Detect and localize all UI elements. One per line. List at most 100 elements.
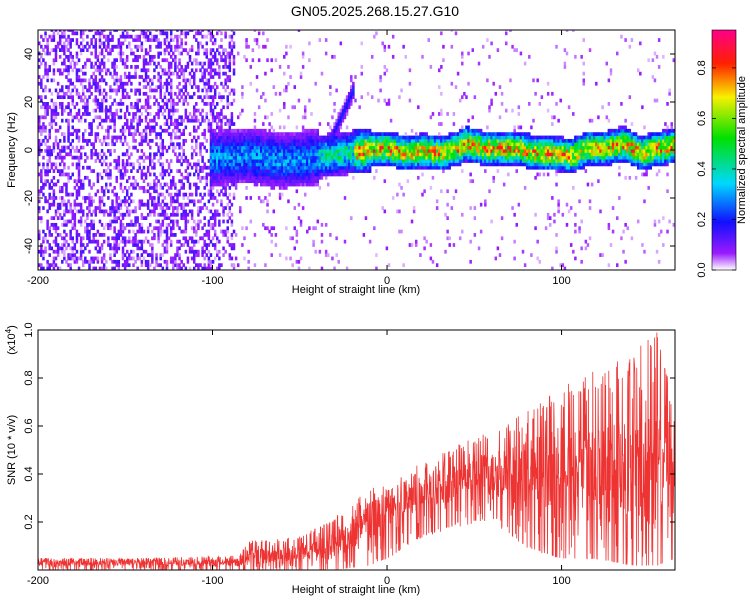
spectrogram-cell (301, 172, 305, 177)
spectrogram-cell (169, 105, 173, 110)
spectrogram-cell (186, 91, 190, 96)
spectrogram-cell (329, 149, 332, 153)
spectrogram-cell (368, 135, 372, 140)
spectrogram-cell (188, 132, 192, 136)
spectrogram-cell (109, 175, 112, 180)
spectrogram-cell (345, 165, 349, 170)
spectrogram-cell (343, 98, 347, 103)
spectrogram-cell (119, 135, 123, 140)
spectrogram-cell (42, 88, 45, 93)
spectrogram-cell (144, 263, 148, 268)
spectrogram-cell (107, 189, 110, 194)
spectrogram-cell (140, 105, 144, 110)
spectrogram-cell (471, 48, 475, 52)
spectrogram-cell (268, 192, 271, 197)
spectrogram-cell (239, 155, 242, 160)
spectrogram-cell (178, 88, 181, 93)
spectrogram-cell (188, 118, 192, 123)
spectrogram-cell (163, 108, 167, 113)
spectrogram-cell (236, 172, 240, 177)
spectrogram-cell (264, 138, 267, 143)
spectrogram-cell (452, 135, 456, 140)
spectrogram-cell (40, 243, 43, 247)
spectrogram-cell (40, 34, 43, 39)
spectrogram-cell (134, 206, 137, 210)
spectrogram-cell (157, 226, 160, 231)
spectrogram-cell (113, 259, 116, 264)
spectrogram-cell (278, 182, 282, 187)
spectrogram-cell (419, 132, 422, 136)
spectrogram-cell (98, 219, 102, 224)
spectrogram-cell (52, 149, 56, 153)
spectrogram-cell (172, 38, 175, 42)
spectrogram-cell (303, 162, 307, 167)
spectrogram-cell (341, 118, 345, 123)
spectrogram-cell (343, 115, 347, 120)
spectrogram-cell (209, 61, 213, 66)
spectrogram-cell (207, 81, 211, 86)
spectrogram-cell (115, 263, 118, 268)
spectrogram-cell (479, 159, 483, 163)
spectrogram-cell (105, 169, 108, 173)
spectrogram-cell (385, 102, 389, 106)
spectrogram-cell (264, 175, 267, 180)
spectrogram-cell (454, 138, 458, 143)
spectrogram-cell (50, 202, 54, 207)
spectrogram-cell (77, 75, 81, 79)
spectrogram-cell (94, 233, 98, 237)
spectrogram-cell (249, 138, 253, 143)
spectrogram-cell (289, 135, 292, 140)
spectrogram-cell (79, 68, 83, 73)
spectrogram-cell (56, 206, 60, 210)
spectrogram-cell (297, 145, 301, 150)
spectrogram-cell (257, 138, 261, 143)
spectrogram-cell (364, 165, 368, 170)
spectrogram-cell (44, 102, 47, 106)
spectrogram-cell (490, 155, 493, 160)
spectrogram-cell (184, 216, 188, 220)
spectrogram-cell (159, 65, 162, 69)
spectrogram-cell (440, 189, 443, 194)
spectrogram-cell (247, 138, 250, 143)
spectrogram-cell (335, 118, 338, 123)
spectrogram-cell (155, 44, 158, 49)
spectrogram-cell (54, 212, 58, 217)
spectrogram-cell (218, 266, 221, 270)
spectrogram-cell (125, 142, 129, 147)
spectrogram-cell (58, 169, 62, 173)
spectrogram-cell (48, 263, 51, 268)
spectrogram-cell (195, 128, 198, 133)
spectrogram-cell (230, 219, 234, 224)
spectrogram-cell (471, 155, 475, 160)
spectrogram-cell (251, 58, 255, 63)
spectrogram-cell (209, 186, 213, 190)
spectrogram-cell (132, 165, 135, 170)
spectrogram-cell (329, 145, 332, 150)
spectrogram-cell (220, 189, 223, 194)
spectrogram-cell (138, 155, 142, 160)
spectrogram-cell (358, 132, 361, 136)
spectrogram-cell (157, 263, 160, 268)
spectrogram-cell (144, 138, 148, 143)
spectrogram-cell (169, 91, 173, 96)
spectrogram-cell (121, 31, 125, 36)
spectrogram-cell (192, 182, 196, 187)
spectrogram-cell (318, 159, 322, 163)
spectrogram-cell (343, 142, 347, 147)
spectrogram-cell (190, 236, 194, 241)
spectrogram-cell (383, 65, 387, 69)
spectrogram-cell (479, 202, 483, 207)
spectrogram-cell (121, 226, 125, 231)
spectrogram-cell (458, 236, 462, 241)
spectrogram-cell (199, 142, 202, 147)
spectrogram-cell (327, 172, 330, 177)
spectrogram-cell (165, 159, 169, 163)
spectrogram-cell (142, 165, 146, 170)
spectrogram-cell (274, 145, 278, 150)
spectrogram-cell (54, 226, 58, 231)
spectrogram-cell (207, 102, 211, 106)
spectrogram-cell (109, 38, 112, 42)
spectrogram-cell (467, 125, 470, 130)
spectrogram-cell (408, 162, 412, 167)
spectrogram-cell (121, 172, 125, 177)
